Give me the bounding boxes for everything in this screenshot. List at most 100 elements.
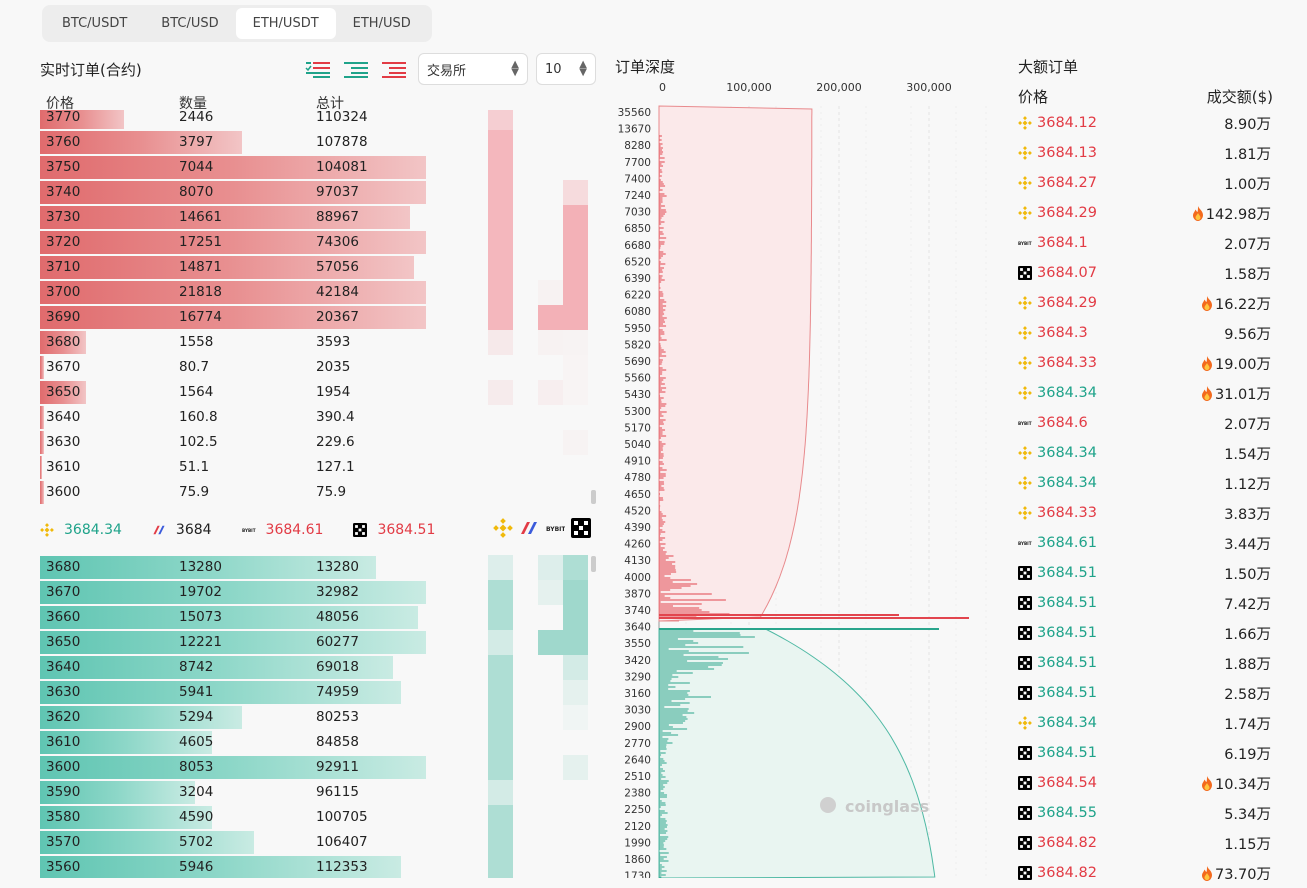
orderbook-row[interactable]: 3680 1558 3593 [40,330,460,355]
depth-select[interactable]: 10 ▲ ▼ [536,53,596,85]
row-total: 97037 [316,184,359,200]
large-order-row[interactable]: 3684.34 1.74万 [1018,708,1274,738]
okx-logo-icon[interactable] [571,518,591,538]
binance-icon [1018,506,1032,520]
large-order-row[interactable]: 3684.27 1.00万 [1018,168,1274,198]
large-order-row[interactable]: 3684.51 1.88万 [1018,648,1274,678]
orderbook-row[interactable]: 3570 5702 106407 [40,830,460,855]
row-qty: 15073 [179,609,222,625]
bids-scrollbar[interactable] [591,556,596,572]
orderbook-row[interactable]: 3650 12221 60277 [40,630,460,655]
large-order-amount: 1.74万 [1224,713,1271,734]
okx-icon [1018,746,1032,760]
large-order-row[interactable]: BYBIT 3684.61 3.44万 [1018,528,1274,558]
tab-eth-usd[interactable]: ETH/USD [352,16,411,31]
large-order-row[interactable]: 3684.55 5.34万 [1018,798,1274,828]
large-order-row[interactable]: 3684.51 2.58万 [1018,678,1274,708]
orderbook-row[interactable]: 3690 16774 20367 [40,305,460,330]
orderbook-row[interactable]: 3610 51.1 127.1 [40,455,460,480]
heat-cell [488,130,513,155]
orderbook-row[interactable]: 3730 14661 88967 [40,205,460,230]
orderbook-row[interactable]: 3720 17251 74306 [40,230,460,255]
bybit-icon: BYBIT [1018,536,1032,550]
large-order-row[interactable]: 3684.12 8.90万 [1018,108,1274,138]
orderbook-row[interactable]: 3750 7044 104081 [40,155,460,180]
row-price: 3600 [46,759,81,775]
large-order-row[interactable]: 3684.29 16.22万 [1018,288,1274,318]
row-total: 32982 [316,584,359,600]
large-order-price: 3684.3 [1037,325,1088,341]
large-order-row[interactable]: 3684.3 9.56万 [1018,318,1274,348]
row-price: 3670 [46,359,81,375]
view-bids-icon[interactable] [343,60,369,78]
orderbook-row[interactable]: 3630 5941 74959 [40,680,460,705]
orderbook-row[interactable]: 3590 3204 96115 [40,780,460,805]
large-order-amount-value: 6.19万 [1224,746,1271,763]
orderbook-row[interactable]: 3650 1564 1954 [40,380,460,405]
large-order-row[interactable]: 3684.34 1.54万 [1018,438,1274,468]
orderbook-row[interactable]: 3640 8742 69018 [40,655,460,680]
orderbook-row[interactable]: 3580 4590 100705 [40,805,460,830]
large-order-row[interactable]: 3684.34 31.01万 [1018,378,1274,408]
large-order-row[interactable]: 3684.33 3.83万 [1018,498,1274,528]
orderbook-row[interactable]: 3740 8070 97037 [40,180,460,205]
heat-cell [488,755,513,780]
bitmex-icon [152,523,171,537]
view-both-icon[interactable] [305,60,331,78]
orderbook-row[interactable]: 3680 13280 13280 [40,555,460,580]
large-order-row[interactable]: 3684.33 19.00万 [1018,348,1274,378]
heat-cell [488,230,513,255]
orderbook-row[interactable]: 3710 14871 57056 [40,255,460,280]
large-order-row[interactable]: 3684.07 1.58万 [1018,258,1274,288]
orderbook-row[interactable]: 3700 21818 42184 [40,280,460,305]
large-order-row[interactable]: 3684.51 1.50万 [1018,558,1274,588]
tab-btc-usd[interactable]: BTC/USD [161,16,219,31]
heat-cell [488,555,513,580]
row-qty: 8053 [179,759,214,775]
large-order-row[interactable]: BYBIT 3684.6 2.07万 [1018,408,1274,438]
orderbook-row[interactable]: 3770 2446 110324 [40,110,460,130]
heat-cell [563,705,588,730]
orderbook-row[interactable]: 3670 19702 32982 [40,580,460,605]
large-order-amount-value: 73.70万 [1214,866,1271,883]
binance-logo-icon[interactable] [493,518,513,538]
mid-price-bar: 3684.34 3684 BYBIT 3684.61 3684.51 [40,516,465,544]
row-price: 3640 [46,659,81,675]
svg-text:BYBIT: BYBIT [1018,541,1032,546]
large-order-amount: 5.34万 [1224,803,1271,824]
orderbook-row[interactable]: 3560 5946 112353 [40,855,460,878]
bybit-logo-icon[interactable]: BYBIT [545,518,565,538]
large-order-amount-value: 1.00万 [1224,176,1271,193]
orderbook-row[interactable]: 3620 5294 80253 [40,705,460,730]
orderbook-row[interactable]: 3600 75.9 75.9 [40,480,460,505]
large-order-amount-value: 3.83万 [1224,506,1271,523]
large-order-row[interactable]: 3684.13 1.81万 [1018,138,1274,168]
orderbook-row[interactable]: 3610 4605 84858 [40,730,460,755]
large-order-amount: 3.83万 [1224,503,1271,524]
orderbook-row[interactable]: 3600 8053 92911 [40,755,460,780]
orderbook-row[interactable]: 3630 102.5 229.6 [40,430,460,455]
large-order-row[interactable]: BYBIT 3684.1 2.07万 [1018,228,1274,258]
orderbook-row[interactable]: 3660 15073 48056 [40,605,460,630]
tab-btc-usdt[interactable]: BTC/USDT [62,16,128,31]
bitmex-logo-icon[interactable] [519,518,539,538]
large-order-row[interactable]: 3684.82 73.70万 [1018,858,1274,888]
view-asks-icon[interactable] [381,60,407,78]
large-order-row[interactable]: 3684.54 10.34万 [1018,768,1274,798]
depth-bar [40,231,427,254]
large-order-row[interactable]: 3684.29 142.98万 [1018,198,1274,228]
large-order-row[interactable]: 3684.51 1.66万 [1018,618,1274,648]
orderbook-row[interactable]: 3760 3797 107878 [40,130,460,155]
orderbook-row[interactable]: 3640 160.8 390.4 [40,405,460,430]
large-orders-amount-header: 成交额($) [1206,88,1273,106]
large-order-row[interactable]: 3684.82 1.15万 [1018,828,1274,858]
depth-bar [40,706,242,729]
orderbook-row[interactable]: 3670 80.7 2035 [40,355,460,380]
exchange-select[interactable]: 交易所 ▲ ▼ [418,53,528,85]
row-total: 107878 [316,134,368,150]
large-order-row[interactable]: 3684.51 6.19万 [1018,738,1274,768]
large-order-row[interactable]: 3684.51 7.42万 [1018,588,1274,618]
large-order-row[interactable]: 3684.34 1.12万 [1018,468,1274,498]
tab-eth-usdt[interactable]: ETH/USDT [235,8,336,39]
asks-scrollbar[interactable] [591,490,596,504]
